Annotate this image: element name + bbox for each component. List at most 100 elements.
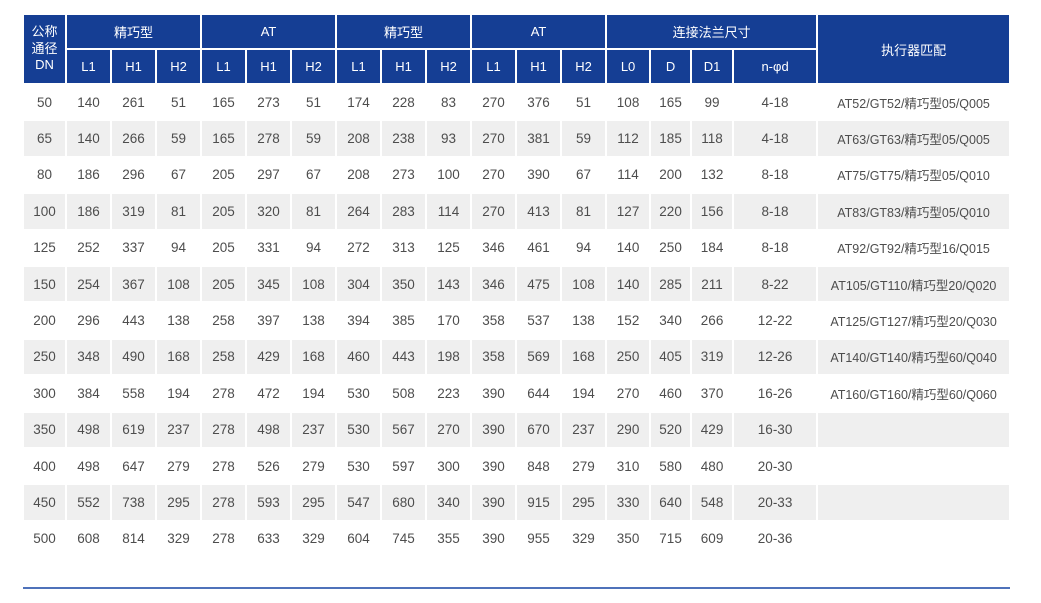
- actuator-cell: AT83/GT83/精巧型05/Q010: [817, 193, 1011, 230]
- value-cell: 132: [691, 156, 734, 194]
- dn-cell: 400: [23, 447, 66, 485]
- value-cell: 405: [650, 338, 692, 376]
- value-cell: 370: [691, 375, 734, 412]
- table-row: 450 552 738 295 278 593 295 547 680 340 390 915 295 3…: [23, 484, 1011, 521]
- value-cell: 508: [381, 375, 427, 412]
- value-cell: 156: [691, 193, 734, 230]
- value-cell: 490: [111, 338, 156, 376]
- value-cell: 283: [381, 193, 427, 230]
- value-cell: 567: [381, 411, 427, 448]
- value-cell: 296: [111, 156, 156, 194]
- table-row: 65 140 266 59 165 278 59 208 238 93 270 381 59 112 185…: [23, 120, 1011, 157]
- dn-cell: 65: [23, 120, 66, 157]
- value-cell: 390: [516, 156, 562, 194]
- value-cell: 475: [516, 265, 562, 303]
- table-row: 300 384 558 194 278 472 194 530 508 223 390 644 194 2…: [23, 375, 1011, 412]
- value-cell: 140: [66, 84, 111, 121]
- dn-cell: 80: [23, 156, 66, 194]
- table-row: 100 186 319 81 205 320 81 264 283 114 270 413 81 127 2…: [23, 193, 1011, 230]
- value-cell: 537: [516, 302, 562, 339]
- value-cell: 108: [561, 265, 607, 303]
- value-cell: 205: [201, 229, 246, 266]
- value-cell: 329: [291, 520, 337, 558]
- value-cell: 94: [291, 229, 337, 266]
- value-cell: 8-18: [733, 229, 818, 266]
- value-cell: 569: [516, 338, 562, 376]
- table-row: 80 186 296 67 205 297 67 208 273 100 270 390 67 114 20…: [23, 156, 1011, 194]
- value-cell: 238: [381, 120, 427, 157]
- value-cell: 94: [156, 229, 201, 266]
- value-cell: 530: [336, 375, 382, 412]
- value-cell: 530: [336, 447, 382, 485]
- value-cell: 140: [606, 229, 651, 266]
- value-cell: 100: [426, 156, 472, 194]
- dn-cell: 50: [23, 84, 66, 121]
- value-cell: 165: [650, 84, 692, 121]
- dn-header-line-2: 通径: [31, 40, 58, 56]
- value-cell: 429: [691, 411, 734, 448]
- value-cell: 346: [471, 265, 517, 303]
- dn-header: 公称 通径 DN: [23, 14, 66, 84]
- value-cell: 350: [606, 520, 651, 558]
- value-cell: 329: [156, 520, 201, 558]
- value-cell: 138: [561, 302, 607, 339]
- value-cell: 273: [246, 84, 291, 121]
- value-cell: 211: [691, 265, 734, 303]
- value-cell: 526: [246, 447, 291, 485]
- value-cell: 558: [111, 375, 156, 412]
- value-cell: 376: [516, 84, 562, 121]
- value-cell: 350: [381, 265, 427, 303]
- col-header-h1-b: H1: [246, 49, 291, 84]
- value-cell: 99: [691, 84, 734, 121]
- value-cell: 168: [561, 338, 607, 376]
- value-cell: 443: [111, 302, 156, 339]
- value-cell: 295: [561, 484, 607, 521]
- value-cell: 498: [246, 411, 291, 448]
- value-cell: 390: [471, 484, 517, 521]
- value-cell: 745: [381, 520, 427, 558]
- value-cell: 520: [650, 411, 692, 448]
- col-header-d1: D1: [691, 49, 734, 84]
- value-cell: 300: [426, 447, 472, 485]
- value-cell: 208: [336, 156, 382, 194]
- value-cell: 168: [291, 338, 337, 376]
- value-cell: 715: [650, 520, 692, 558]
- value-cell: 108: [606, 84, 651, 121]
- value-cell: 112: [606, 120, 651, 157]
- value-cell: 278: [201, 447, 246, 485]
- value-cell: 608: [66, 520, 111, 558]
- value-cell: 390: [471, 411, 517, 448]
- table-row: 250 348 490 168 258 429 168 460 443 198 358 569 168 2…: [23, 338, 1011, 376]
- table-row: 500 608 814 329 278 633 329 604 745 355 390 955 329 3…: [23, 520, 1011, 558]
- value-cell: 597: [381, 447, 427, 485]
- dn-cell: 150: [23, 265, 66, 303]
- actuator-cell: AT125/GT127/精巧型20/Q030: [817, 302, 1011, 339]
- value-cell: 270: [471, 193, 517, 230]
- value-cell: 194: [156, 375, 201, 412]
- value-cell: 915: [516, 484, 562, 521]
- value-cell: 340: [650, 302, 692, 339]
- group-header-flange: 连接法兰尺寸: [606, 14, 818, 49]
- value-cell: 186: [66, 193, 111, 230]
- value-cell: 20-36: [733, 520, 818, 558]
- table-body: 50 140 261 51 165 273 51 174 228 83 270 376 51 108 165…: [23, 84, 1011, 558]
- value-cell: 258: [201, 302, 246, 339]
- actuator-cell: [817, 520, 1011, 558]
- value-cell: 185: [650, 120, 692, 157]
- group-header-compact-2: 精巧型: [336, 14, 472, 49]
- value-cell: 278: [246, 120, 291, 157]
- dn-cell: 450: [23, 484, 66, 521]
- value-cell: 205: [201, 156, 246, 194]
- value-cell: 250: [606, 338, 651, 376]
- value-cell: 20-33: [733, 484, 818, 521]
- col-header-l1-c: L1: [336, 49, 382, 84]
- value-cell: 93: [426, 120, 472, 157]
- dn-cell: 500: [23, 520, 66, 558]
- value-cell: 390: [471, 447, 517, 485]
- actuator-cell: AT105/GT110/精巧型20/Q020: [817, 265, 1011, 303]
- value-cell: 59: [156, 120, 201, 157]
- actuator-cell: AT52/GT52/精巧型05/Q005: [817, 84, 1011, 121]
- value-cell: 118: [691, 120, 734, 157]
- value-cell: 331: [246, 229, 291, 266]
